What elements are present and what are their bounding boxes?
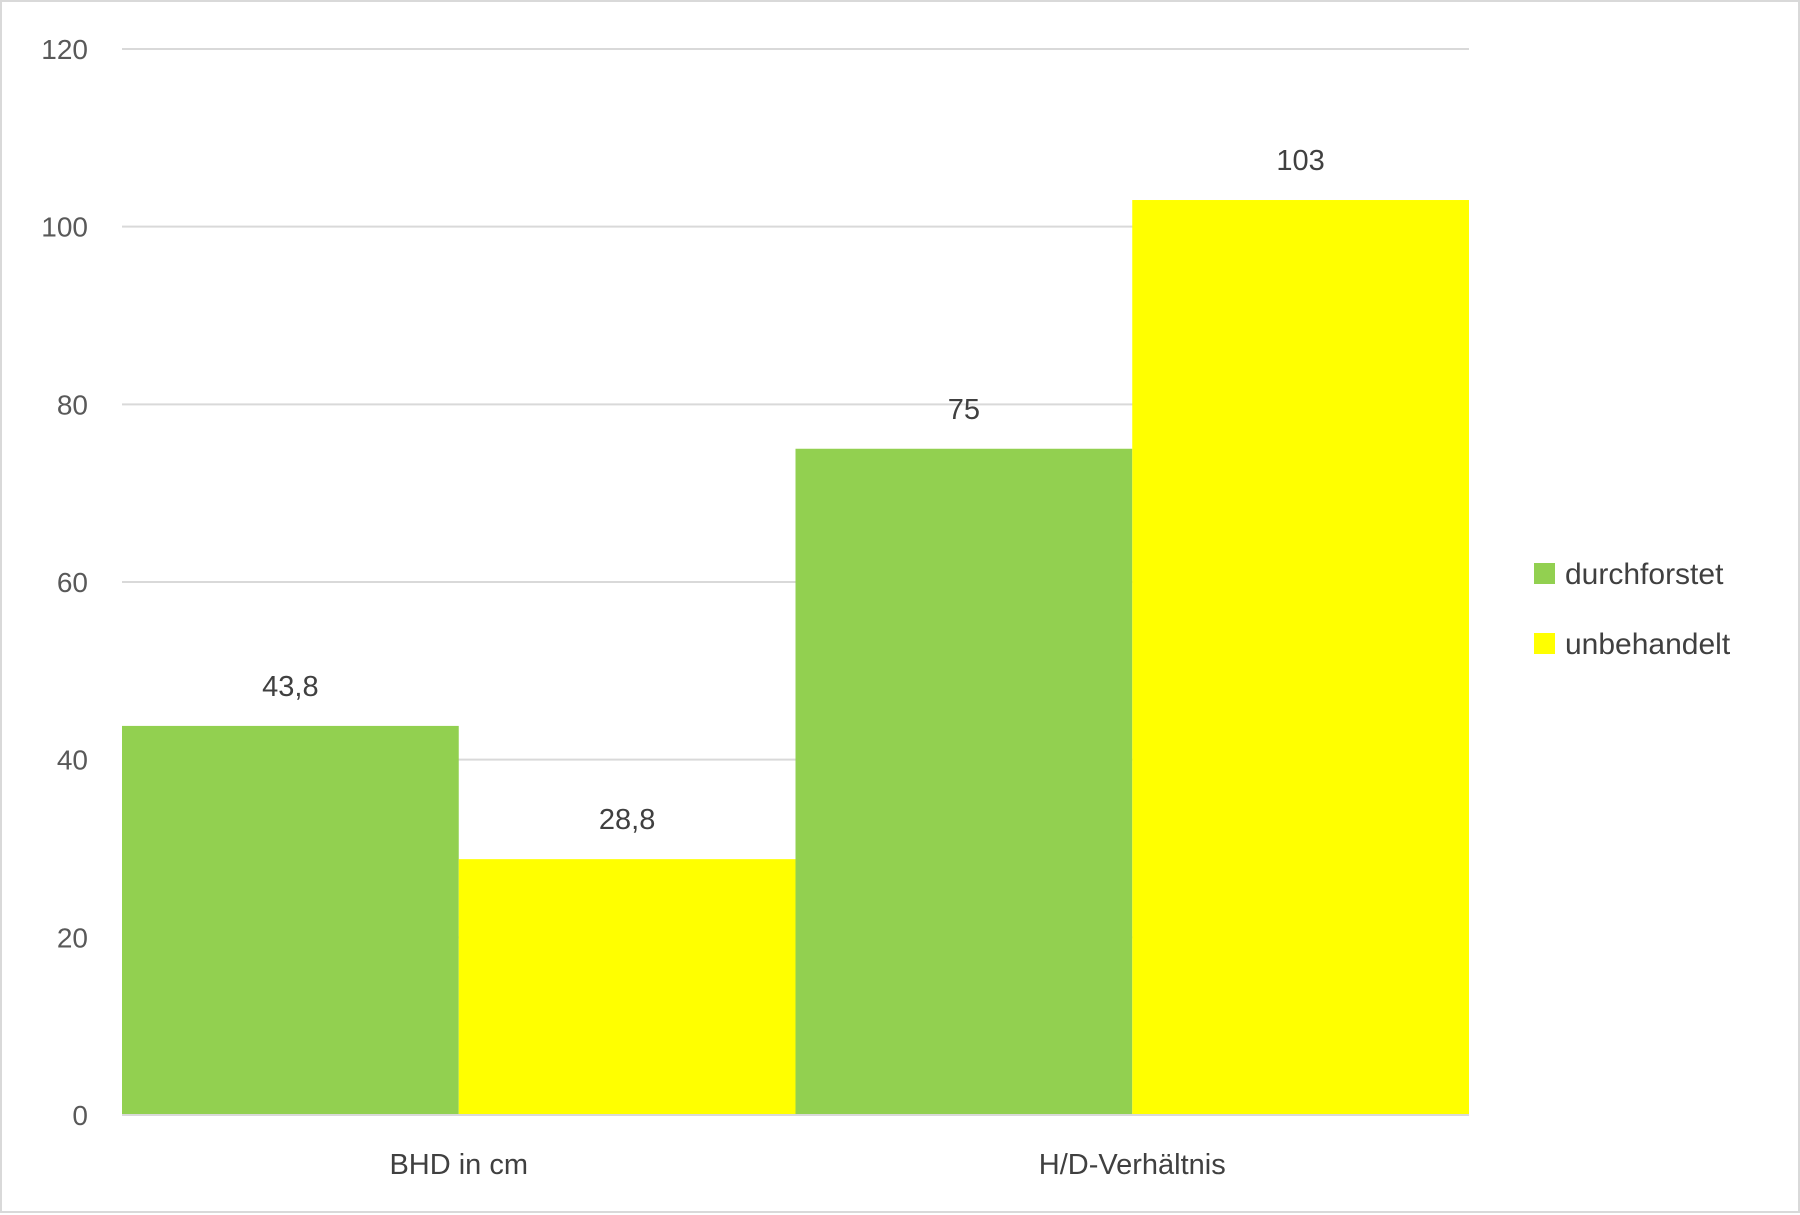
data-label: 75 bbox=[948, 394, 980, 426]
legend-swatch bbox=[1534, 563, 1555, 584]
bars bbox=[122, 200, 1469, 1115]
bar-unbehandelt bbox=[1132, 200, 1469, 1115]
legend-label: durchforstet bbox=[1565, 558, 1724, 591]
bar-unbehandelt bbox=[458, 859, 796, 1115]
x-axis: BHD in cm H/D-Verhältnis bbox=[122, 1114, 1469, 1181]
legend-swatch bbox=[1534, 633, 1555, 654]
y-tick-label: 120 bbox=[41, 34, 88, 65]
y-tick-label: 80 bbox=[57, 389, 88, 420]
data-label: 103 bbox=[1276, 145, 1324, 177]
x-category-label: H/D-Verhältnis bbox=[1039, 1149, 1226, 1181]
bar-durchforstet bbox=[795, 448, 1133, 1115]
y-tick-label: 40 bbox=[57, 745, 88, 776]
y-tick-label: 60 bbox=[57, 567, 88, 598]
data-label: 28,8 bbox=[599, 804, 655, 836]
x-category-label: BHD in cm bbox=[389, 1149, 528, 1181]
bar-durchforstet bbox=[122, 725, 459, 1115]
data-labels: 43,8 28,8 75 103 bbox=[262, 145, 1325, 836]
y-tick-label: 0 bbox=[72, 1100, 88, 1131]
y-tick-label: 20 bbox=[57, 922, 88, 953]
y-axis-ticks: 0 20 40 60 80 100 120 bbox=[41, 34, 88, 1131]
legend: durchforstet unbehandelt bbox=[1534, 558, 1731, 661]
data-label: 43,8 bbox=[262, 671, 318, 703]
legend-label: unbehandelt bbox=[1565, 628, 1731, 661]
y-tick-label: 100 bbox=[41, 212, 88, 243]
